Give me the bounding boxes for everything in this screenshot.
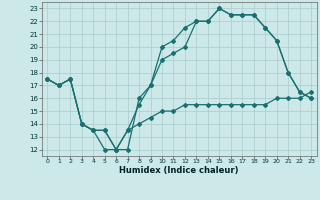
X-axis label: Humidex (Indice chaleur): Humidex (Indice chaleur) — [119, 166, 239, 175]
